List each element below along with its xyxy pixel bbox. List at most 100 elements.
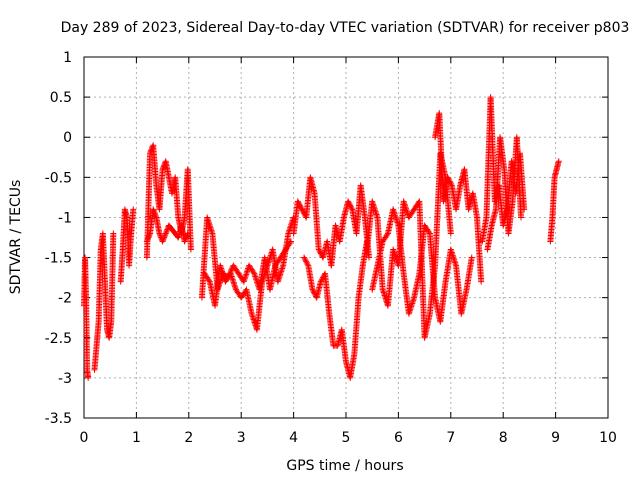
data-point <box>348 205 355 212</box>
data-point <box>250 269 257 276</box>
y-tick-label: 1 <box>63 50 72 66</box>
data-point <box>478 278 485 285</box>
y-tick-label: -1.5 <box>45 251 72 267</box>
data-point <box>163 227 170 234</box>
data-point <box>152 213 159 220</box>
data-point <box>301 255 308 262</box>
data-point <box>151 209 158 216</box>
x-tick-label: 6 <box>394 430 403 446</box>
plot-frame <box>83 56 609 419</box>
data-point <box>310 287 317 294</box>
data-point <box>425 229 432 236</box>
data-point <box>161 233 168 240</box>
x-tick-label: 3 <box>237 430 246 446</box>
data-point <box>160 235 167 242</box>
y-tick-label: 0 <box>63 130 72 146</box>
data-point <box>446 177 453 184</box>
y-tick-label: -3 <box>58 371 72 387</box>
data-point <box>146 231 153 238</box>
data-point <box>315 246 322 253</box>
x-tick-label: 0 <box>80 430 89 446</box>
y-axis-label: SDTVAR / TECUs <box>8 180 24 295</box>
data-point <box>144 237 151 244</box>
data-point <box>366 254 373 261</box>
data-point <box>446 178 453 185</box>
data-point <box>318 277 325 284</box>
data-point <box>162 231 169 238</box>
data-point <box>183 233 190 240</box>
chart-title: Day 289 of 2023, Sidereal Day-to-day VTE… <box>61 20 630 36</box>
data-point <box>384 231 391 238</box>
data-point <box>150 206 157 213</box>
data-point <box>159 166 166 173</box>
data-point <box>296 201 303 208</box>
data-point <box>296 202 303 209</box>
data-point <box>301 254 308 261</box>
data-point <box>144 235 151 242</box>
data-point <box>163 229 170 236</box>
data-point <box>160 237 167 244</box>
data-point <box>299 207 306 214</box>
data-point <box>182 237 189 244</box>
x-tick-label: 10 <box>599 430 617 446</box>
data-point <box>319 275 326 282</box>
data-point <box>295 199 302 206</box>
x-tick-label: 7 <box>446 430 455 446</box>
data-point <box>184 230 191 237</box>
data-point <box>181 238 188 245</box>
data-point <box>302 257 309 264</box>
data-point <box>143 238 150 245</box>
y-tick-labels: 1 0.5 0 -0.5 -1 -1.5 -2 -2.5 -3 -3.5 <box>45 50 72 427</box>
y-tick-label: -0.5 <box>45 170 72 186</box>
data-point <box>518 214 525 221</box>
y-tick-label: -2 <box>58 291 72 307</box>
data-point <box>110 230 117 237</box>
x-axis-label: GPS time / hours <box>286 458 403 474</box>
data-point <box>445 175 452 182</box>
data-point <box>160 164 167 171</box>
data-point <box>448 181 455 188</box>
data-point <box>187 246 194 253</box>
data-point <box>303 259 310 266</box>
data-point <box>304 261 311 268</box>
data-points <box>81 94 562 381</box>
data-point <box>156 231 163 238</box>
data-point <box>152 211 159 218</box>
y-tick-label: -2.5 <box>45 331 72 347</box>
x-tick-label: 1 <box>132 430 141 446</box>
x-tick-label: 2 <box>184 430 193 446</box>
data-point <box>346 201 353 208</box>
data-point <box>184 231 191 238</box>
x-tick-labels: 0 1 2 3 4 5 6 7 8 9 10 <box>80 430 617 446</box>
data-point <box>298 205 305 212</box>
x-tick-label: 5 <box>342 430 351 446</box>
data-point <box>145 234 152 241</box>
data-point <box>205 277 212 284</box>
data-point <box>182 235 189 242</box>
data-point <box>151 210 158 217</box>
y-tick-label: 0.5 <box>50 90 72 106</box>
x-tick-label: 9 <box>551 430 560 446</box>
data-point <box>300 209 307 216</box>
data-point <box>347 202 354 209</box>
data-point <box>447 230 454 237</box>
data-point <box>161 234 168 241</box>
x-tick-label: 4 <box>289 430 298 446</box>
y-tick-label: -1 <box>58 210 72 226</box>
x-tick-label: 8 <box>499 430 508 446</box>
data-point <box>297 203 304 210</box>
data-point <box>294 198 301 205</box>
data-point <box>468 254 475 261</box>
data-point <box>309 286 316 293</box>
data-point <box>183 234 190 241</box>
data-point <box>150 207 157 214</box>
y-tick-label: -3.5 <box>45 411 72 427</box>
data-point <box>345 198 352 205</box>
data-point <box>444 174 451 181</box>
data-point <box>555 158 562 165</box>
data-point <box>303 258 310 265</box>
data-point <box>345 199 352 206</box>
data-point <box>85 374 92 381</box>
data-point <box>145 233 152 240</box>
